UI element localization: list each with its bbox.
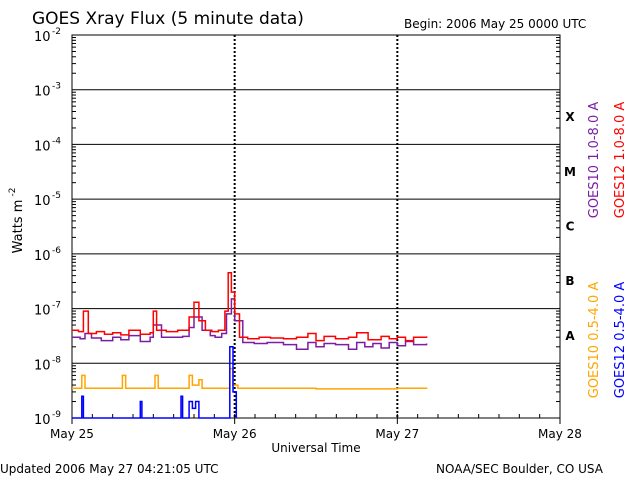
flare-class-label: M [564,165,576,179]
y-axis-label-group: Watts m -2 [8,188,26,254]
x-tick-label: May 27 [375,427,419,441]
flare-class-label: X [565,110,575,124]
y-tick-label: 10 [34,30,51,45]
flare-class-label: B [565,274,574,288]
series-line [72,272,428,342]
y-tick-exponent: -4 [52,136,61,146]
y-tick-exponent: -5 [52,191,61,201]
legend-entry: GOES12 0.5-4.0 A [613,282,628,399]
y-tick-label: 10 [34,413,51,428]
y-tick-exponent: -8 [52,355,61,365]
legend-label: GOES10 0.5-4.0 A [587,282,602,399]
y-tick-exponent: -6 [52,246,61,256]
x-axis-label: Universal Time [271,441,360,455]
y-tick-label: 10 [34,139,51,154]
x-tick-label: May 28 [538,427,582,441]
y-tick-label: 10 [34,358,51,373]
series-line [72,298,428,351]
updated-timestamp: Updated 2006 May 27 04:21:05 UTC [0,462,218,476]
plot-frame [71,34,561,419]
credit-text: NOAA/SEC Boulder, CO USA [436,462,604,476]
x-tick-label: May 26 [213,427,257,441]
y-tick-label: 10 [34,249,51,264]
y-tick-label: 10 [34,304,51,319]
series-line [72,367,428,390]
y-tick-exponent: -9 [52,410,61,420]
y-tick-label: 10 [34,85,51,100]
legend-entry: GOES12 1.0-8.0 A [613,102,628,219]
y-axis-label-exponent: -2 [8,188,18,197]
chart-title: GOES Xray Flux (5 minute data) [32,9,304,29]
flare-class-label: C [566,220,575,234]
series-line [72,346,238,419]
legend-entry: GOES10 1.0-8.0 A [587,102,602,219]
x-tick-label: May 25 [50,427,94,441]
y-tick-exponent: -7 [52,301,61,311]
legend-label: GOES10 1.0-8.0 A [587,102,602,219]
y-axis-label: Watts m [11,200,26,254]
legend-label: GOES12 0.5-4.0 A [613,282,628,399]
begin-date: Begin: 2006 May 25 0000 UTC [404,17,586,31]
y-tick-exponent: -2 [52,27,61,37]
y-tick-label: 10 [34,194,51,209]
legend-label: GOES12 1.0-8.0 A [613,102,628,219]
legend-entry: GOES10 0.5-4.0 A [587,282,602,399]
y-tick-exponent: -3 [52,82,61,92]
flare-class-label: A [565,329,575,343]
